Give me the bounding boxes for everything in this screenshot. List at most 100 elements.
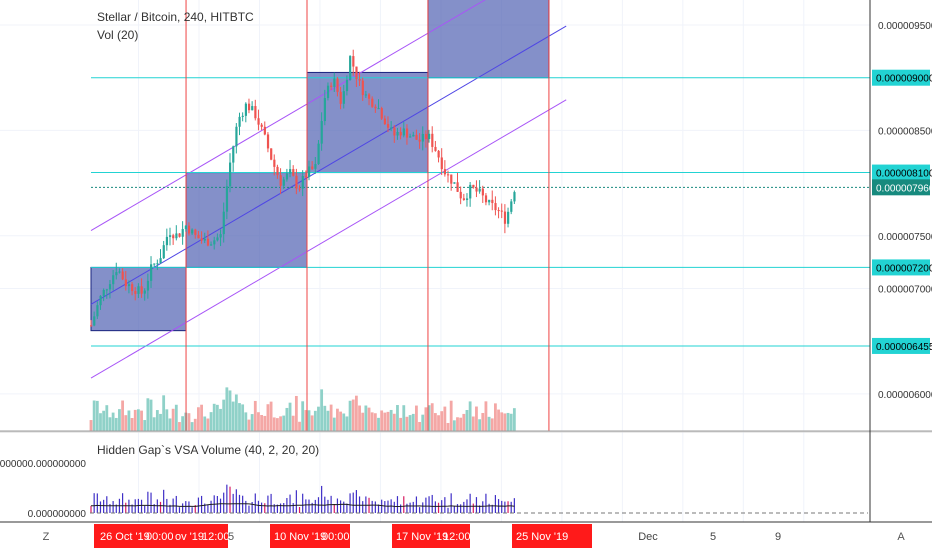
level-price-tag-bg-1: [872, 69, 930, 86]
candle-body: [282, 179, 285, 186]
range-box-1[interactable]: [90, 266, 187, 332]
level-price-tag-3[interactable]: 0.000007960: [876, 183, 932, 194]
volume-bar: [490, 418, 494, 431]
volume-bar: [298, 421, 301, 431]
candle-body: [345, 79, 349, 92]
candle-body: [235, 126, 238, 147]
volume-bar: [200, 404, 203, 431]
symbol-title[interactable]: Stellar / Bitcoin, 240, HITBTC: [97, 10, 254, 24]
candle-body: [273, 159, 276, 167]
candle-body: [276, 166, 279, 176]
level-price-tag-4[interactable]: 0.000007200: [876, 263, 932, 274]
volume-bar: [405, 416, 409, 431]
price-axis[interactable]: 0.000009500 0.000008500 0.000007500 0.00000…: [872, 21, 932, 401]
candle-body: [175, 233, 178, 239]
time-label-26-oct: 26 Oct '19: [100, 531, 150, 543]
volume-bar: [326, 410, 330, 431]
volume-bar: [279, 416, 282, 431]
level-price-tag-bg-5: [872, 337, 930, 354]
volume-bar: [241, 404, 245, 431]
candle-body: [440, 157, 443, 170]
volume-bar: [146, 398, 150, 431]
candle-body: [339, 91, 342, 104]
volume-bar: [222, 399, 226, 431]
price-tick-label-4: 0.000007000: [878, 285, 932, 296]
volume-bar: [386, 411, 390, 431]
volume-bar: [339, 411, 342, 431]
volume-bar: [399, 417, 403, 431]
candlesticks: [90, 49, 516, 327]
time-label-0000-a: 00:00: [146, 531, 174, 543]
volume-bar: [351, 399, 355, 431]
candle-body: [159, 258, 162, 264]
volume-legend[interactable]: Vol (20): [97, 28, 138, 42]
indicator-title[interactable]: Hidden Gap`s VSA Volume (40, 2, 20, 20): [97, 443, 319, 457]
volume-bar: [310, 415, 314, 431]
range-box-2[interactable]: [185, 172, 308, 268]
candle-body: [402, 128, 405, 136]
time-axis[interactable]: Z 26 Oct '19 00:00 ov '19 12:00 5 10 Nov…: [43, 524, 906, 548]
volume-bar: [509, 413, 513, 431]
volume-bar: [430, 403, 434, 431]
volume-bar: [323, 405, 327, 431]
candle-body: [105, 289, 108, 291]
level-price-tag-5[interactable]: 0.000006455: [876, 342, 932, 353]
candle-body: [184, 225, 187, 230]
volume-bar: [136, 409, 140, 431]
candle-body: [99, 295, 102, 306]
vertical-markers[interactable]: [185, 0, 550, 431]
volume-bar: [465, 409, 469, 431]
volume-bar: [415, 405, 418, 431]
candle-body: [266, 134, 270, 149]
level-price-tag-bg-3: [872, 179, 930, 196]
level-price-tag-bg-4: [872, 259, 930, 276]
candle-body: [285, 173, 289, 180]
level-price-tag-1[interactable]: 0.000009000: [876, 74, 932, 85]
candle-body: [456, 182, 459, 192]
candle-body: [437, 150, 440, 158]
candle-body: [349, 56, 352, 80]
volume-bar: [234, 394, 238, 431]
volume-bar: [247, 419, 251, 431]
volume-bar: [250, 414, 254, 431]
volume-bar: [446, 422, 450, 431]
candle-body: [241, 115, 244, 117]
channel-lower-line[interactable]: [90, 99, 567, 379]
candle-body: [131, 284, 134, 292]
volume-bar: [468, 401, 472, 431]
candle-body: [200, 238, 203, 241]
volume-bar: [462, 413, 466, 431]
indicator-tick-high: 10000000.000000000: [0, 459, 86, 470]
level-lines[interactable]: [91, 77, 870, 347]
volume-bar: [484, 401, 488, 431]
candle-body: [405, 128, 409, 138]
auto-scale-button[interactable]: A: [897, 531, 905, 543]
candle-body: [146, 280, 150, 291]
time-zone-button[interactable]: Z: [43, 531, 50, 543]
volume-bar: [471, 416, 475, 431]
volume-bar: [181, 416, 185, 431]
volume-bar: [168, 418, 172, 431]
level-price-tag-2[interactable]: 0.000008100: [876, 169, 932, 180]
volume-bar: [260, 415, 264, 431]
volume-bar: [452, 420, 456, 431]
candle-body: [219, 234, 222, 238]
candle-body: [371, 98, 374, 107]
volume-bar: [512, 408, 516, 431]
candle-body: [374, 106, 377, 109]
candle-body: [96, 305, 99, 317]
candle-body: [326, 85, 330, 99]
volume-bar: [238, 403, 241, 431]
volume-bar: [383, 412, 387, 431]
volume-bar: [361, 412, 365, 431]
volume-bar: [348, 400, 352, 431]
candle-body: [112, 275, 115, 285]
volume-bar: [437, 415, 440, 431]
candle-body: [494, 203, 497, 211]
channel-middle-line[interactable]: [90, 25, 567, 305]
volume-bar: [433, 413, 437, 431]
range-box-4[interactable]: [427, 0, 550, 79]
price-tick-label-1: 0.000009500: [878, 21, 932, 32]
candle-body: [503, 211, 507, 224]
